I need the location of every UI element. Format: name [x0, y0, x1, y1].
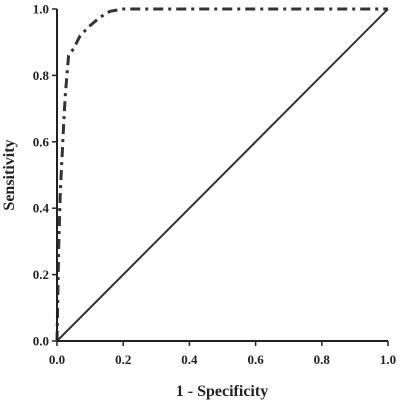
- x-tick-label-4: 0.8: [314, 352, 331, 367]
- y-tick-label-3: 0.6: [33, 134, 50, 149]
- x-tick-label-3: 0.6: [247, 352, 264, 367]
- y-tick-label-0: 0.0: [33, 334, 49, 349]
- y-tick-label-1: 0.2: [33, 267, 49, 282]
- roc-curve: [55, 7, 388, 342]
- x-tick-label-1: 0.2: [115, 352, 131, 367]
- reference-line: [56, 8, 389, 342]
- x-axis-title: 1 - Specificity: [176, 383, 268, 400]
- y-tick-label-5: 1.0: [33, 2, 49, 17]
- x-tick-label-0: 0.0: [49, 352, 65, 367]
- roc-curve-group: [55, 7, 388, 342]
- reference-line-group: [56, 8, 389, 342]
- y-tick-label-4: 0.8: [33, 68, 50, 83]
- y-axis-ticks: 0.0 0.2 0.4 0.6 0.8 1.0: [33, 2, 57, 349]
- x-tick-label-2: 0.4: [181, 352, 198, 367]
- y-tick-label-2: 0.4: [33, 201, 50, 216]
- x-axis-ticks: 0.0 0.2 0.4 0.6 0.8 1.0: [49, 341, 396, 367]
- x-tick-label-5: 1.0: [380, 352, 396, 367]
- y-axis-title: Sensitivity: [1, 139, 18, 210]
